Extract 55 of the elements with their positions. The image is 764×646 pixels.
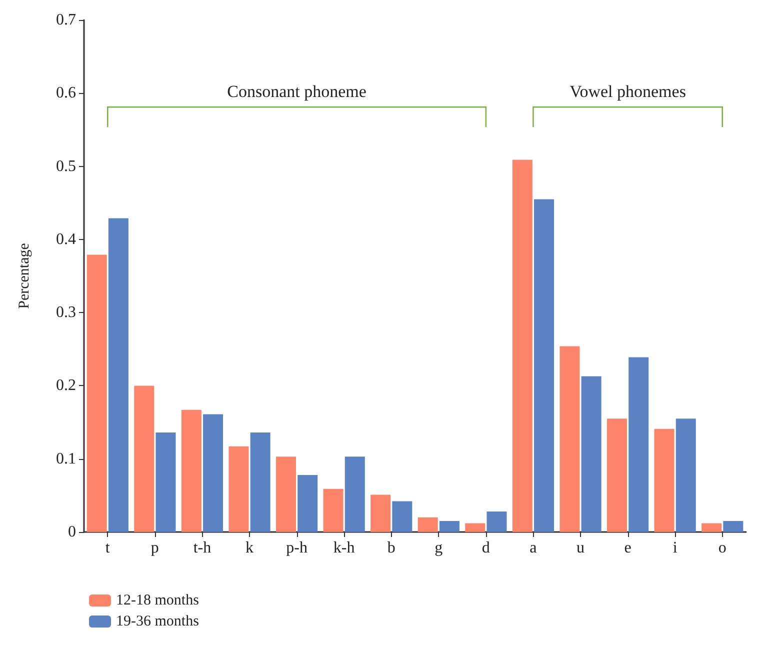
bar	[465, 523, 486, 532]
bar	[723, 521, 744, 532]
x-tick-label: g	[434, 540, 443, 556]
y-axis-title: Percentage	[16, 242, 32, 309]
bar	[370, 494, 391, 532]
bar	[276, 456, 296, 532]
bar	[250, 432, 270, 532]
y-tick-label: 0.1	[56, 450, 76, 468]
bar	[203, 414, 224, 532]
x-tick-label: e	[624, 540, 632, 556]
x-tick-label: u	[576, 540, 584, 556]
bar	[702, 523, 722, 532]
annotation: Vowel phonemes	[570, 82, 686, 102]
x-tick-label: d	[482, 540, 490, 556]
bar	[228, 446, 249, 532]
x-tick-label: p	[150, 540, 159, 556]
y-tick-label: 0.3	[56, 304, 76, 322]
x-tick-label: t	[105, 540, 110, 556]
bar	[181, 410, 202, 532]
bar	[392, 501, 412, 532]
y-tick-label: 0	[68, 524, 76, 540]
x-tick-label: b	[387, 540, 396, 556]
x-tick-label: i	[672, 540, 678, 556]
legend-label: 12-18 months	[116, 592, 200, 608]
annotation: Consonant phoneme	[227, 82, 366, 102]
x-tick-label: k-h	[333, 540, 355, 556]
bar	[86, 254, 107, 532]
bar	[676, 418, 696, 532]
bar	[581, 376, 602, 532]
legend-label: 19-36 months	[116, 614, 200, 630]
x-tick-label: a	[530, 540, 537, 556]
bar	[418, 517, 438, 532]
bar	[534, 199, 554, 532]
bar	[486, 512, 507, 532]
bar	[606, 418, 627, 532]
x-tick-label: o	[718, 540, 726, 556]
y-tick-label: 0.4	[56, 230, 76, 248]
bar	[560, 346, 580, 532]
bar	[439, 521, 460, 532]
bar	[323, 488, 344, 532]
bar	[512, 160, 532, 532]
x-tick-label: p-h	[286, 540, 308, 556]
y-tick-label: 0.7	[56, 12, 76, 28]
y-tick-label: 0.6	[56, 84, 76, 102]
bar	[298, 474, 318, 532]
x-tick-label: t-h	[193, 540, 212, 556]
bar	[156, 432, 176, 532]
bar	[134, 386, 154, 532]
y-tick-label: 0.2	[56, 377, 76, 394]
bar	[654, 428, 674, 532]
bar	[344, 456, 365, 532]
x-tick-label: k	[246, 540, 254, 556]
bar	[628, 357, 649, 532]
bar	[108, 218, 128, 532]
y-tick-label: 0.5	[56, 158, 76, 175]
